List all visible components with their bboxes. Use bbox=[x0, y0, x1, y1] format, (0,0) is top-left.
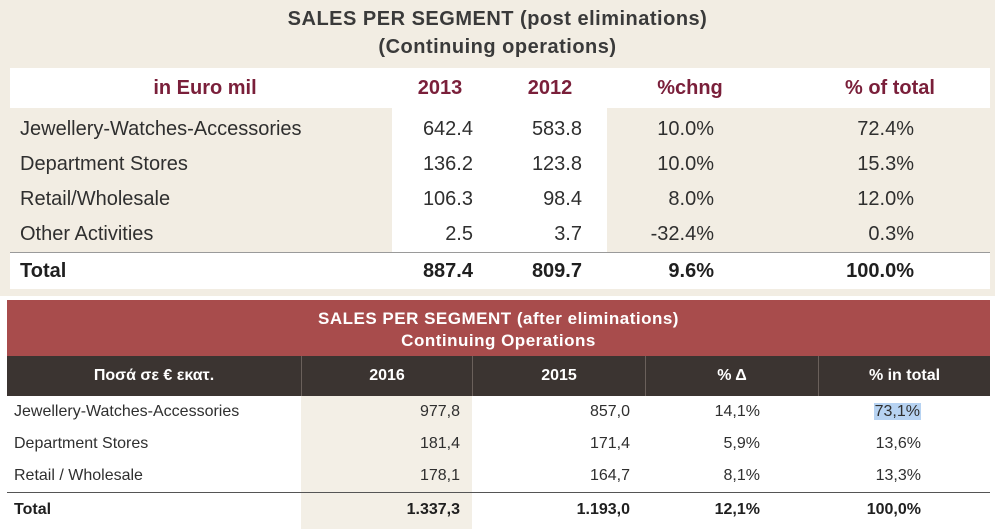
value-chng: 8.0% bbox=[668, 188, 714, 210]
table-row: Department Stores 181,4 171,4 5,9% 13,6% bbox=[0, 428, 995, 460]
table2-header-2016: 2016 bbox=[369, 367, 405, 384]
value-2013: 2.5 bbox=[445, 223, 473, 245]
value-share: 0.3% bbox=[868, 223, 914, 245]
value-2013: 136.2 bbox=[422, 153, 473, 175]
table1-total-row: Total 887.4 809.7 9.6% 100.0% bbox=[10, 252, 990, 289]
table2-title: SALES PER SEGMENT (after eliminations) bbox=[318, 309, 679, 328]
value-2016: 178,1 bbox=[419, 467, 460, 484]
value-chng: 10.0% bbox=[657, 118, 714, 140]
table2-subtitle: Continuing Operations bbox=[401, 331, 596, 350]
segment-name: Department Stores bbox=[14, 435, 149, 452]
value-2012: 123.8 bbox=[531, 153, 582, 175]
table2-header-label: Ποσά σε € εκατ. bbox=[93, 367, 215, 384]
total-2015: 1.193,0 bbox=[576, 501, 630, 518]
table1-header-2012: 2012 bbox=[527, 77, 573, 99]
total-2016: 1.337,3 bbox=[406, 501, 460, 518]
total-chng: 9.6% bbox=[668, 260, 714, 282]
value-share[interactable]: 73,1% bbox=[820, 396, 921, 428]
table1-subtitle: (Continuing operations) bbox=[378, 36, 617, 58]
segment-name: Jewellery-Watches-Accessories bbox=[20, 118, 302, 140]
value-2013: 642.4 bbox=[422, 118, 473, 140]
table2-header-row: Ποσά σε € εκατ. 2016 2015 % Δ % in total bbox=[7, 356, 990, 396]
table2-title-bar: SALES PER SEGMENT (after eliminations) C… bbox=[7, 300, 990, 356]
table-row: Retail/Wholesale 106.3 98.4 8.0% 12.0% bbox=[0, 181, 995, 217]
table1-header-label: in Euro mil bbox=[153, 77, 257, 99]
value-share: 13,3% bbox=[875, 467, 921, 484]
value-2012: 583.8 bbox=[531, 118, 582, 140]
value-2013: 106.3 bbox=[422, 188, 473, 210]
total-label: Total bbox=[14, 501, 52, 518]
segment-name: Retail / Wholesale bbox=[14, 467, 143, 484]
total-label: Total bbox=[20, 260, 67, 282]
value-2012: 3.7 bbox=[554, 223, 582, 245]
value-share: 15.3% bbox=[857, 153, 914, 175]
table2-total-row: Total 1.337,3 1.193,0 12,1% 100,0% bbox=[0, 493, 995, 527]
total-delta: 12,1% bbox=[714, 501, 760, 518]
total-2013: 887.4 bbox=[422, 260, 473, 282]
value-chng: 10.0% bbox=[657, 153, 714, 175]
value-2016: 977,8 bbox=[419, 403, 460, 420]
table-row: Department Stores 136.2 123.8 10.0% 15.3… bbox=[0, 146, 995, 182]
table1-header-share: % of total bbox=[845, 77, 935, 99]
table2-header-share: % in total bbox=[868, 367, 941, 384]
header-divider bbox=[472, 356, 473, 396]
table1-header-chng: %chng bbox=[657, 77, 723, 99]
value-2015: 171,4 bbox=[589, 435, 630, 452]
total-share: 100.0% bbox=[846, 260, 914, 282]
value-2016: 181,4 bbox=[419, 435, 460, 452]
header-divider bbox=[818, 356, 819, 396]
value-share: 13,6% bbox=[875, 435, 921, 452]
header-divider bbox=[301, 356, 302, 396]
value-share: 72.4% bbox=[857, 118, 914, 140]
segment-name: Jewellery-Watches-Accessories bbox=[14, 403, 240, 420]
selected-text[interactable]: 73,1% bbox=[873, 403, 921, 420]
value-chng: -32.4% bbox=[650, 223, 714, 245]
value-delta: 8,1% bbox=[723, 467, 760, 484]
value-2015: 164,7 bbox=[589, 467, 630, 484]
total-share: 100,0% bbox=[866, 501, 921, 518]
value-delta: 5,9% bbox=[723, 435, 760, 452]
table2-total-divider bbox=[7, 492, 990, 493]
value-2012: 98.4 bbox=[543, 188, 582, 210]
table-row: Retail / Wholesale 178,1 164,7 8,1% 13,3… bbox=[0, 460, 995, 492]
table2-column-shade bbox=[301, 396, 472, 529]
segment-name: Department Stores bbox=[20, 153, 188, 175]
table-post-eliminations: SALES PER SEGMENT (post eliminations) (C… bbox=[0, 0, 995, 296]
table1-column-shade bbox=[392, 108, 607, 252]
table1-header-2013: 2013 bbox=[417, 77, 463, 99]
segment-name: Other Activities bbox=[20, 223, 154, 245]
value-share: 12.0% bbox=[857, 188, 914, 210]
total-2012: 809.7 bbox=[531, 260, 582, 282]
table-row: Jewellery-Watches-Accessories 977,8 857,… bbox=[0, 396, 995, 428]
table2-header-2015: 2015 bbox=[541, 367, 577, 384]
value-2015: 857,0 bbox=[589, 403, 630, 420]
table1-title: SALES PER SEGMENT (post eliminations) bbox=[287, 8, 708, 30]
table-row: Other Activities 2.5 3.7 -32.4% 0.3% bbox=[0, 216, 995, 252]
header-divider bbox=[645, 356, 646, 396]
table1-header-row: in Euro mil 2013 2012 %chng % of total bbox=[10, 68, 990, 108]
value-delta: 14,1% bbox=[714, 403, 760, 420]
table2-header-delta: % Δ bbox=[717, 367, 747, 384]
table-row: Jewellery-Watches-Accessories 642.4 583.… bbox=[0, 111, 995, 147]
segment-name: Retail/Wholesale bbox=[20, 188, 171, 210]
